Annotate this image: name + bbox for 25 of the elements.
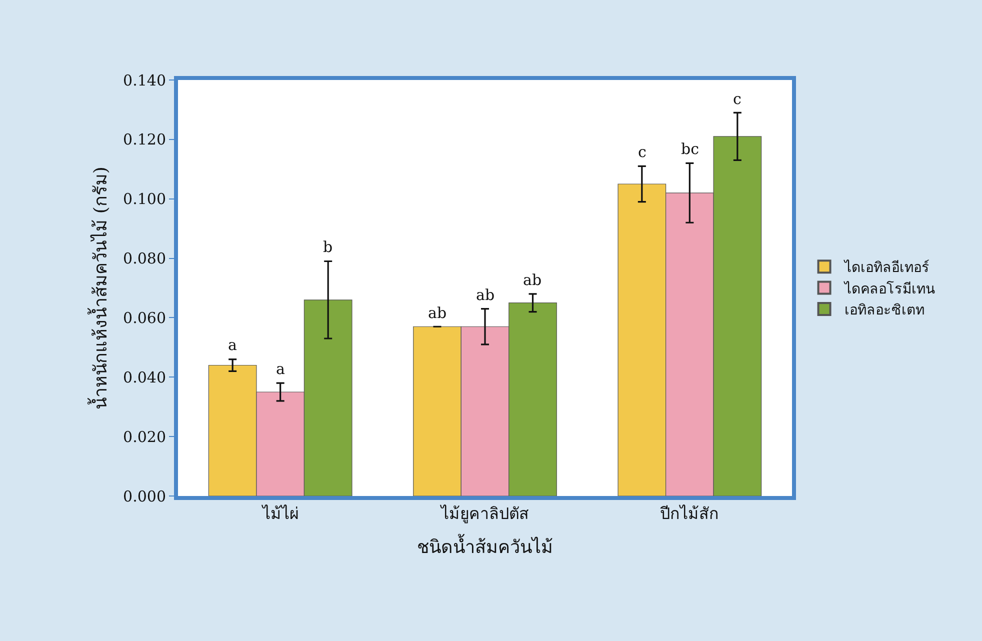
y-tick-label: 0.020 xyxy=(123,428,166,446)
y-tick-label: 0.060 xyxy=(123,308,166,327)
x-tick-label: ไม้ไผ่ xyxy=(260,504,298,524)
y-tick-label: 0.080 xyxy=(123,250,166,268)
y-tick-label: 0.140 xyxy=(123,71,166,90)
y-tick-label: 0.000 xyxy=(123,487,166,506)
data-label: ab xyxy=(523,271,542,289)
data-label: bc xyxy=(681,140,700,158)
x-axis-title: ชนิดน้ำส้มควันไม้ xyxy=(417,534,553,558)
x-tick-label: ไม้ยูคาลิปตัส xyxy=(439,504,529,524)
y-tick-label: 0.120 xyxy=(123,130,166,149)
legend-label: เอทิลอะซิเตท xyxy=(844,302,924,318)
data-label: ab xyxy=(428,304,447,322)
y-tick-label: 0.040 xyxy=(123,368,166,386)
data-label: a xyxy=(228,336,237,354)
y-tick-label: 0.100 xyxy=(123,190,166,208)
data-label: b xyxy=(323,238,333,256)
data-label: c xyxy=(733,90,742,108)
legend-label: ไดเอทิลอีเทอร์ xyxy=(843,259,930,276)
legend-label: ไดคลอโรมีเทน xyxy=(843,280,936,298)
x-tick-label: ปีกไม้สัก xyxy=(660,504,720,524)
data-label: c xyxy=(638,143,646,161)
data-label: a xyxy=(276,360,285,378)
data-label: ab xyxy=(476,286,495,304)
y-axis-title: น้ำหนักแห้งน้ำส้มควันไม้ (กรัม) xyxy=(88,166,112,410)
